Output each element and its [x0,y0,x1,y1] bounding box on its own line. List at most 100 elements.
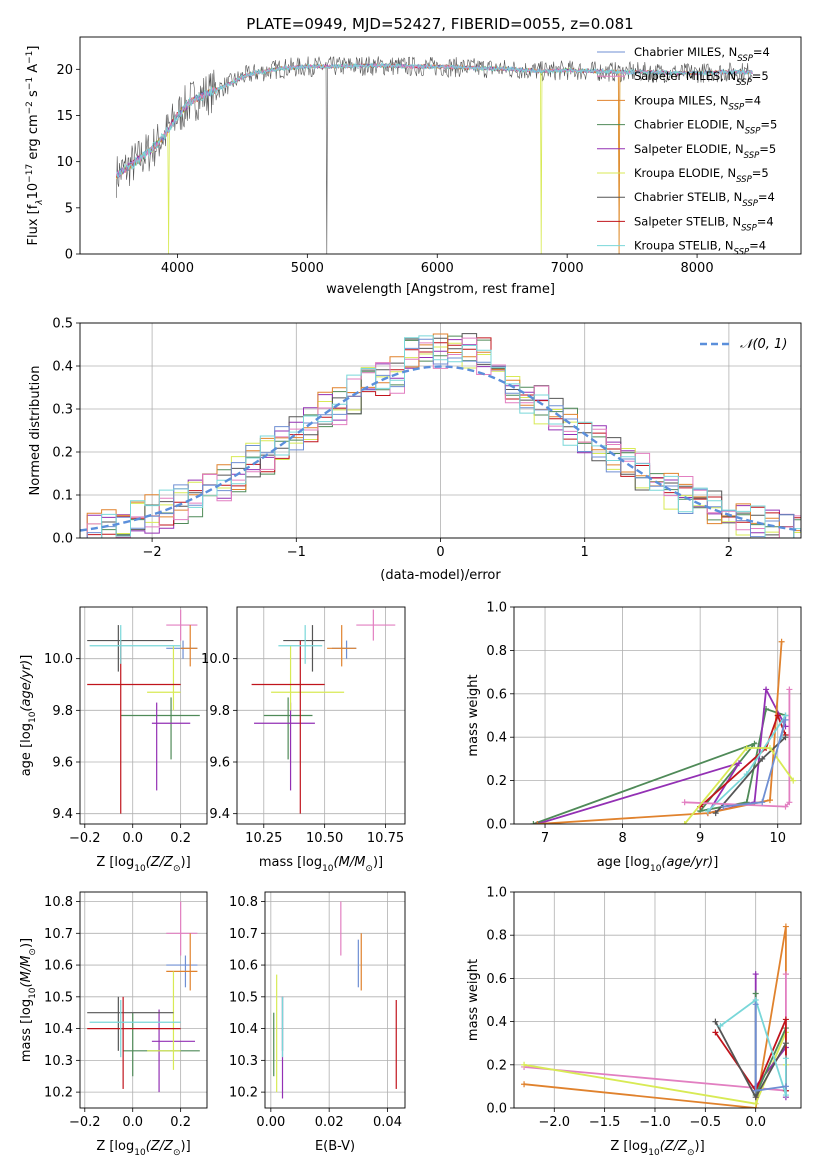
residuals-xlabel: (data-model)/error [380,568,501,583]
legend-sub: SSP [736,78,752,88]
mass_weight_vs_age-marker-chabrier_elodie [530,821,537,824]
mass_weight_vs_age-marker-salpeter_miles [786,686,793,693]
spectrum-legend-label: Chabrier MILES, NSSP=4 [634,45,770,64]
ylabel-sub: 10 [28,987,38,999]
mass_weight_vs_age-marker-salpeter_miles [681,799,688,806]
age_vs_Z-xtick-label: 0.0 [122,831,143,846]
ylabel-part: age [log [19,723,34,776]
mass_weight_vs_age-ytick-label: 0.6 [486,687,507,702]
spectrum-legend-label: Salpeter ELODIE, NSSP=5 [634,142,776,161]
legend-sub: SSP [736,175,752,185]
mass_vs_ebv-axes: 0.00 0.02 0.04 10.2 10.3 10.4 10.5 10.6 10.7 10.8 [229,892,405,1130]
age_vs_mass-ytick-label: 9.4 [209,807,230,822]
spectrum-ytick-label: 20 [56,63,73,78]
spectrum-legend-label: Kroupa ELODIE, NSSP=5 [634,166,769,185]
age_vs_Z-xtick-label: −0.2 [69,831,101,846]
mass_weight_vs_age-marker-kroupa_elodie [681,821,688,824]
spectrum-xtick-label: 5000 [291,261,324,276]
spectrum-ylabel-part: −17 [25,164,35,183]
mass_weight_vs_age-ytick-label: 0.4 [486,731,507,746]
ylabel-part: ] [19,655,34,660]
spectrum-xlabel: wavelength [Angstrom, rest frame] [326,282,555,297]
spectrum-ylabel-part: −1 [25,51,35,64]
age_vs_Z-xlabel: Z [log10(Z/Z⊙)] [96,855,190,874]
legend-val: =5 [759,142,776,156]
age_vs_Z-axes: −0.2 0.0 0.2 9.4 9.6 9.8 10.0 [44,607,207,846]
legend-val: =5 [752,69,769,83]
mass_vs_ebv-ytick-label: 10.7 [229,927,258,942]
mass_weight_vs_age-line-salpeter_stelib [699,712,787,808]
residuals-hist-chabrier_miles [80,338,801,538]
legend-val: =5 [760,118,777,132]
mass_weight_vs_Z-marker-salpeter_stelib [712,1029,719,1036]
spectrum-legend-label: Kroupa MILES, NSSP=4 [634,93,761,112]
mass_weight_vs_age-marker-kroupa_elodie [790,777,797,784]
xlabel-part: mass [log [259,855,322,870]
age_vs_Z-points [87,609,200,814]
spectrum-ytick-label: 15 [56,109,73,124]
legend-text: Kroupa STELIB, N [634,239,734,253]
xlabel-sub: 10 [650,864,662,874]
mass_weight_vs_Z-line-kroupa_stelib [719,998,787,1096]
spectrum-lines [116,56,753,254]
mass_vs_ebv-ytick-label: 10.5 [229,990,258,1005]
spectrum-ylabel-part: −1 [25,77,35,90]
spectrum-legend-label: Kroupa STELIB, NSSP=4 [634,239,766,258]
xlabel-sub: ⊙ [173,864,181,874]
legend-text: Salpeter STELIB, N [634,214,741,228]
residuals-ytick-label: 0.4 [52,360,73,375]
residuals-hist-salpeter_miles [80,337,801,538]
residuals-xtick-label: −2 [143,545,162,560]
legend-text: Kroupa ELODIE, N [634,166,736,180]
mass_vs_Z-xtick-label: −0.2 [69,1115,101,1130]
spectrum-legend-label: Salpeter MILES, NSSP=5 [634,69,769,88]
residuals-ytick-label: 0.1 [52,489,73,504]
residuals-hists [80,333,801,538]
ylabel-part: mass [log [19,999,34,1062]
spectrum-ylabel-part: ] [26,46,41,51]
mass_weight_vs_Z-marker-kroupa_elodie [521,1061,528,1068]
mass_weight_vs_Z-marker-chabrier_elodie [752,990,759,997]
mass_weight_vs_Z-ytick-label: 0.4 [486,1015,507,1030]
mass_weight_vs_age-marker-kroupa_miles [766,797,773,804]
mass_vs_ebv-ytick-label: 10.6 [229,959,258,974]
mass_vs_Z-ylabel: mass [log10(M/M⊙)] [19,938,38,1062]
legend-sub: SSP [742,199,758,209]
mass_weight_vs_Z-ytick-label: 0.0 [486,1102,507,1117]
spectrum-ylabel: Flux [fλ10−17 erg cm−2 s−1 A−1] [25,46,45,246]
ylabel-part: (M/M [19,956,34,988]
spectrum-legend-label: Salpeter STELIB, NSSP=4 [634,214,774,233]
age_vs_mass-xtick-label: 10.25 [245,831,282,846]
mass_weight_vs_age-marker-kroupa_stelib [704,807,711,814]
xlabel-sub: 10 [648,1148,660,1158]
mass_weight_vs_Z-marker-salpeter_miles [782,971,789,978]
mass_weight_vs_age-xlabel: age [log10(age/yr)] [597,855,719,874]
residuals-axes: −2 −1 0 1 2 0.0 0.1 0.2 0.3 0.4 0.5 [52,317,801,560]
mass_weight_vs_age-marker-chabrier_miles [720,803,727,810]
residuals-gaussian-curve [80,365,801,532]
spectrum-ylabel-part: λ [35,199,45,205]
residuals-hist-salpeter_stelib [80,337,801,538]
residuals-ylabel: Normed distribution [28,366,43,496]
mass_vs_Z-xtick-label: 0.2 [170,1115,191,1130]
mass_vs_Z-frame [79,891,208,1109]
mass_weight_vs_Z-marker-kroupa_stelib [717,1022,724,1029]
mass_weight_vs_Z-marker-kroupa_elodie [752,1100,759,1107]
residuals-xtick-label: 2 [725,545,733,560]
spectrum-ylabel-part: A [26,64,41,77]
spectrum-xtick-label: 7000 [551,261,584,276]
age_vs_Z-ytick-label: 9.8 [52,704,73,719]
residuals-legend-label: 𝒩(0, 1) [740,337,787,352]
mass_weight_vs_Z-xtick-label: −2.0 [538,1115,570,1130]
spectrum-legend-label: Chabrier STELIB, NSSP=4 [634,190,775,209]
age_vs_Z-ylabel: age [log10(age/yr)] [19,655,38,777]
age_vs_Z-frame [79,606,208,825]
mass_weight_vs_age-line-chabrier_elodie [533,707,786,824]
mass_weight_vs_age-xtick-label: 9 [696,831,704,846]
mass_weight_vs_Z-series [521,923,789,1108]
mass_vs_Z-ytick-label: 10.3 [44,1054,73,1069]
mass_weight_vs_age-series [530,638,797,824]
mass_vs_ebv-xtick-label: 0.02 [315,1115,344,1130]
legend-text: Chabrier STELIB, N [634,190,742,204]
age_vs_mass-ytick-label: 9.8 [209,704,230,719]
